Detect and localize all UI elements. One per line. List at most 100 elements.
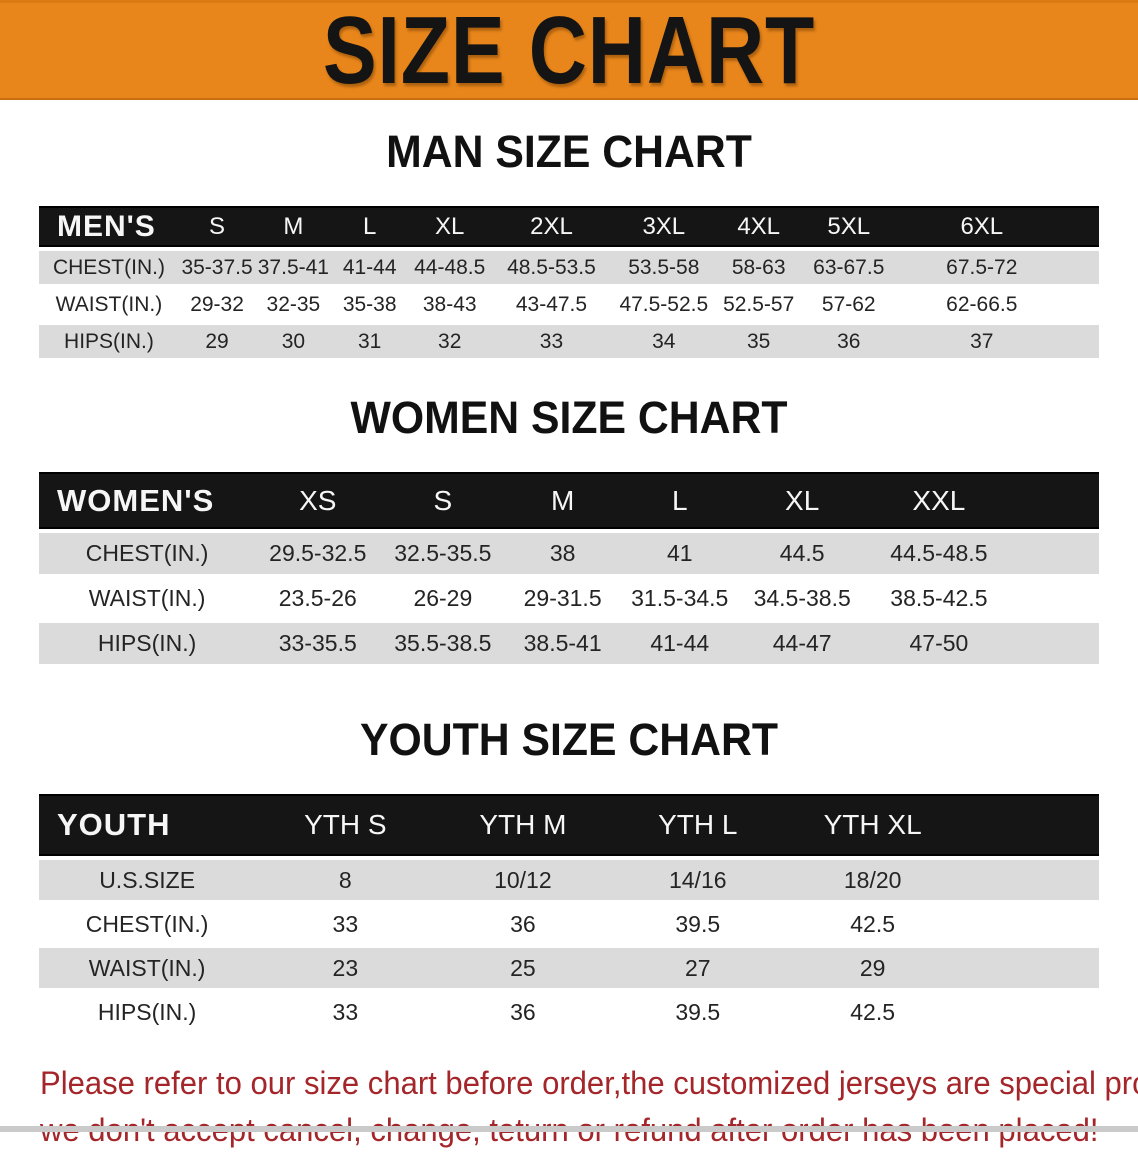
measurement-value: 44-48.5: [407, 251, 492, 284]
youth-size-table: YOUTH YTH S YTH M YTH L YTH XL U.S.SIZE …: [39, 790, 1099, 1036]
measurement-value: 33: [255, 992, 436, 1032]
measurement-value: 37: [896, 325, 1068, 358]
measurement-value: 53.5-58: [611, 251, 717, 284]
women-size-header: XL: [739, 472, 865, 529]
measurement-value: 41-44: [331, 251, 408, 284]
measurement-value: 62-66.5: [896, 288, 1068, 321]
row-label: WAIST(IN.): [39, 578, 256, 619]
cell-filler: [1013, 578, 1099, 619]
youth-size-header: YTH L: [610, 794, 786, 856]
measurement-value: 67.5-72: [896, 251, 1068, 284]
cell-filler: [960, 992, 1099, 1032]
measurement-value: 10/12: [435, 860, 611, 900]
measurement-value: 29-31.5: [505, 578, 620, 619]
women-section: WOMEN SIZE CHART WOMEN'S XS S M L XL XXL…: [0, 392, 1138, 668]
youth-section: YOUTH SIZE CHART YOUTH YTH S YTH M YTH L…: [0, 714, 1138, 1036]
measurement-value: 42.5: [785, 904, 961, 944]
youth-header-row: YOUTH YTH S YTH M YTH L YTH XL: [39, 794, 1099, 856]
women-table-label: WOMEN'S: [39, 472, 256, 529]
measurement-value: 29-32: [178, 288, 256, 321]
cell-filler: [1013, 533, 1099, 574]
women-size-header: XXL: [864, 472, 1014, 529]
disclaimer-line-1: Please refer to our size chart before or…: [40, 1065, 1138, 1101]
header-filler: [1067, 206, 1099, 247]
row-label: U.S.SIZE: [39, 860, 256, 900]
youth-size-header: YTH S: [255, 794, 436, 856]
measurement-value: 18/20: [785, 860, 961, 900]
row-label: CHEST(IN.): [39, 904, 256, 944]
men-hips-row: HIPS(IN.) 29 30 31 32 33 34 35 36 37: [39, 325, 1099, 358]
measurement-value: 8: [255, 860, 436, 900]
measurement-value: 29.5-32.5: [255, 533, 381, 574]
men-table-label: MEN'S: [39, 206, 179, 247]
measurement-value: 57-62: [801, 288, 897, 321]
men-size-header: M: [255, 206, 332, 247]
men-size-table: MEN'S S M L XL 2XL 3XL 4XL 5XL 6XL CHEST…: [39, 202, 1099, 362]
measurement-value: 39.5: [610, 904, 786, 944]
measurement-value: 36: [435, 904, 611, 944]
women-size-header: S: [380, 472, 506, 529]
youth-table-label: YOUTH: [39, 794, 256, 856]
measurement-value: 38.5-41: [505, 623, 620, 664]
measurement-value: 33: [255, 904, 436, 944]
measurement-value: 44.5: [739, 533, 865, 574]
women-section-heading: WOMEN SIZE CHART: [350, 392, 788, 443]
men-section-heading: MAN SIZE CHART: [386, 126, 752, 177]
measurement-value: 36: [435, 992, 611, 1032]
youth-waist-row: WAIST(IN.) 23 25 27 29: [39, 948, 1099, 988]
measurement-value: 47-50: [864, 623, 1014, 664]
measurement-value: 58-63: [716, 251, 802, 284]
measurement-value: 23: [255, 948, 436, 988]
measurement-value: 48.5-53.5: [491, 251, 612, 284]
measurement-value: 41-44: [619, 623, 740, 664]
header-filler: [960, 794, 1099, 856]
header-filler: [1013, 472, 1099, 529]
measurement-value: 29: [785, 948, 961, 988]
women-waist-row: WAIST(IN.) 23.5-26 26-29 29-31.5 31.5-34…: [39, 578, 1099, 619]
measurement-value: 52.5-57: [716, 288, 802, 321]
measurement-value: 31.5-34.5: [619, 578, 740, 619]
measurement-value: 33: [491, 325, 612, 358]
men-waist-row: WAIST(IN.) 29-32 32-35 35-38 38-43 43-47…: [39, 288, 1099, 321]
measurement-value: 26-29: [380, 578, 506, 619]
youth-chest-row: CHEST(IN.) 33 36 39.5 42.5: [39, 904, 1099, 944]
youth-ussize-row: U.S.SIZE 8 10/12 14/16 18/20: [39, 860, 1099, 900]
size-chart-banner: SIZE CHART: [0, 0, 1138, 100]
measurement-value: 37.5-41: [255, 251, 332, 284]
row-label: WAIST(IN.): [39, 288, 179, 321]
cell-filler: [960, 904, 1099, 944]
men-header-row: MEN'S S M L XL 2XL 3XL 4XL 5XL 6XL: [39, 206, 1099, 247]
men-section: MAN SIZE CHART MEN'S S M L XL 2XL 3XL 4X…: [0, 126, 1138, 362]
measurement-value: 38: [505, 533, 620, 574]
row-label: WAIST(IN.): [39, 948, 256, 988]
row-label: HIPS(IN.): [39, 623, 256, 664]
row-label: CHEST(IN.): [39, 533, 256, 574]
measurement-value: 43-47.5: [491, 288, 612, 321]
measurement-value: 27: [610, 948, 786, 988]
measurement-value: 44-47: [739, 623, 865, 664]
measurement-value: 30: [255, 325, 332, 358]
measurement-value: 42.5: [785, 992, 961, 1032]
women-size-table: WOMEN'S XS S M L XL XXL CHEST(IN.) 29.5-…: [39, 468, 1099, 668]
page-title: SIZE CHART: [322, 0, 816, 104]
men-size-header: 6XL: [896, 206, 1068, 247]
measurement-value: 36: [801, 325, 897, 358]
measurement-value: 38-43: [407, 288, 492, 321]
measurement-value: 38.5-42.5: [864, 578, 1014, 619]
measurement-value: 34.5-38.5: [739, 578, 865, 619]
measurement-value: 39.5: [610, 992, 786, 1032]
men-size-header: 4XL: [716, 206, 802, 247]
men-size-header: 3XL: [611, 206, 717, 247]
youth-hips-row: HIPS(IN.) 33 36 39.5 42.5: [39, 992, 1099, 1032]
women-size-header: L: [619, 472, 740, 529]
measurement-value: 35-38: [331, 288, 408, 321]
women-hips-row: HIPS(IN.) 33-35.5 35.5-38.5 38.5-41 41-4…: [39, 623, 1099, 664]
women-header-row: WOMEN'S XS S M L XL XXL: [39, 472, 1099, 529]
measurement-value: 41: [619, 533, 740, 574]
measurement-value: 29: [178, 325, 256, 358]
measurement-value: 35: [716, 325, 802, 358]
men-size-header: L: [331, 206, 408, 247]
measurement-value: 44.5-48.5: [864, 533, 1014, 574]
measurement-value: 23.5-26: [255, 578, 381, 619]
cell-filler: [1067, 251, 1099, 284]
